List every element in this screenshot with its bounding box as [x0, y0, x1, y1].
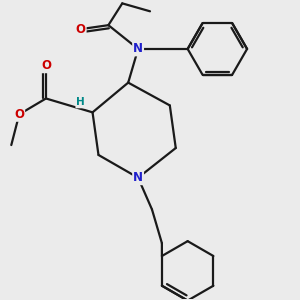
Text: O: O	[41, 59, 51, 72]
Text: N: N	[133, 171, 143, 184]
Text: N: N	[133, 42, 143, 56]
Text: O: O	[76, 22, 85, 36]
Text: O: O	[14, 108, 24, 121]
Text: H: H	[76, 98, 85, 107]
